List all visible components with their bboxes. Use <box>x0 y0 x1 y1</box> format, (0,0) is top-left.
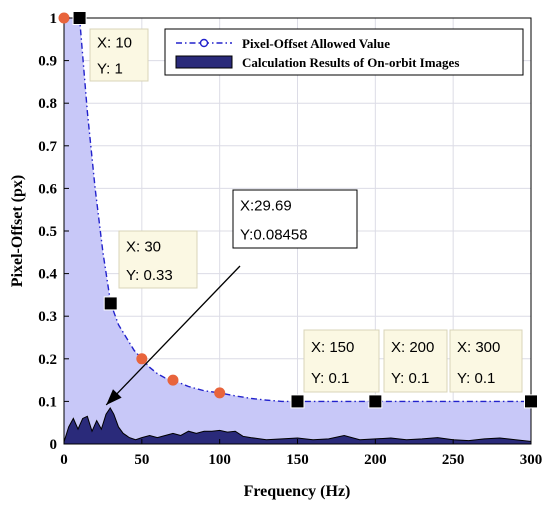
y-tick-label: 0.6 <box>38 181 57 197</box>
datatip-x300: X: 300 Y: 0.1 <box>449 329 523 393</box>
legend: Pixel-Offset Allowed Value Calculation Re… <box>164 28 524 76</box>
x-tick-label: 250 <box>442 452 465 468</box>
datatip-box <box>89 28 149 82</box>
datatip-line: Y:0.08458 <box>240 227 308 244</box>
y-tick-label: 0.2 <box>38 352 57 368</box>
datatip-line: Y: 0.1 <box>311 370 349 387</box>
y-tick-label: 0.3 <box>38 309 57 325</box>
arrow-head <box>106 389 122 405</box>
y-tick-label: 0.5 <box>38 224 57 240</box>
legend-calculation-label: Calculation Results of On-orbit Images <box>242 55 459 70</box>
annotation-arrow <box>105 265 241 406</box>
y-tick-label: 1 <box>50 11 58 27</box>
datatip-box <box>232 189 358 249</box>
datatip-square-marker <box>103 296 118 311</box>
legend-allowed-marker <box>199 38 209 48</box>
datatip-box <box>383 329 448 393</box>
circle-marker <box>58 12 70 24</box>
datatip-square-marker <box>368 394 383 409</box>
datatip-line: X:29.69 <box>240 198 292 215</box>
circle-marker <box>167 374 179 386</box>
legend-calculation-swatch <box>175 55 233 69</box>
y-tick-label: 0.1 <box>38 394 57 410</box>
datatip-peak: X:29.69 Y:0.08458 <box>232 189 358 249</box>
legend-allowed-label: Pixel-Offset Allowed Value <box>242 36 390 51</box>
datatip-square-marker <box>524 394 538 409</box>
datatip-x150: X: 150 Y: 0.1 <box>303 329 380 393</box>
y-axis-label: Pixel-Offset (px) <box>9 175 26 287</box>
datatip-line: X: 10 <box>97 35 132 52</box>
datatip-box <box>449 329 523 393</box>
arrow-shaft <box>105 265 241 406</box>
datatip-line: X: 30 <box>126 238 161 255</box>
y-tick-label: 0 <box>50 437 58 453</box>
ticks: 0 50 100 150 200 250 300 0 0.1 0.2 0.3 0.4 0.5 0.6 0.7… <box>38 11 542 468</box>
x-tick-label: 200 <box>364 452 387 468</box>
x-axis-label: Frequency (Hz) <box>244 483 351 500</box>
circle-marker <box>214 387 226 399</box>
datatip-line: Y: 0.1 <box>457 370 495 387</box>
datatip-line: Y: 0.1 <box>391 370 429 387</box>
x-tick-label: 0 <box>60 452 68 468</box>
datatip-line: X: 300 <box>457 339 500 356</box>
datatip-line: Y: 0.33 <box>126 267 173 284</box>
datatip-box <box>303 329 380 393</box>
series-allowed-line <box>64 17 531 403</box>
datatip-box <box>118 230 198 289</box>
datatip-x10: X: 10 Y: 1 <box>89 28 149 82</box>
x-tick-label: 50 <box>134 452 149 468</box>
datatip-line: X: 150 <box>311 339 354 356</box>
y-tick-label: 0.4 <box>38 267 57 283</box>
datatip-line: Y: 1 <box>97 61 123 78</box>
datatip-square-marker <box>290 394 305 409</box>
x-tick-label: 100 <box>208 452 231 468</box>
datatips: X: 10 Y: 1 X: 30 Y: 0.33 X:29.69 Y:0.08458 X: … <box>89 28 523 393</box>
datatip-x30: X: 30 Y: 0.33 <box>118 230 198 289</box>
series-calculation-area <box>63 407 532 445</box>
circle-marker <box>136 353 148 365</box>
y-tick-label: 0.7 <box>38 139 57 155</box>
datatip-line: X: 200 <box>391 339 434 356</box>
datatip-square-marker <box>72 11 87 25</box>
markers <box>58 11 538 409</box>
datatip-x200: X: 200 Y: 0.1 <box>383 329 448 393</box>
x-tick-label: 300 <box>520 452 543 468</box>
x-tick-label: 150 <box>286 452 309 468</box>
y-tick-label: 0.9 <box>38 54 57 70</box>
y-tick-label: 0.8 <box>38 96 57 112</box>
